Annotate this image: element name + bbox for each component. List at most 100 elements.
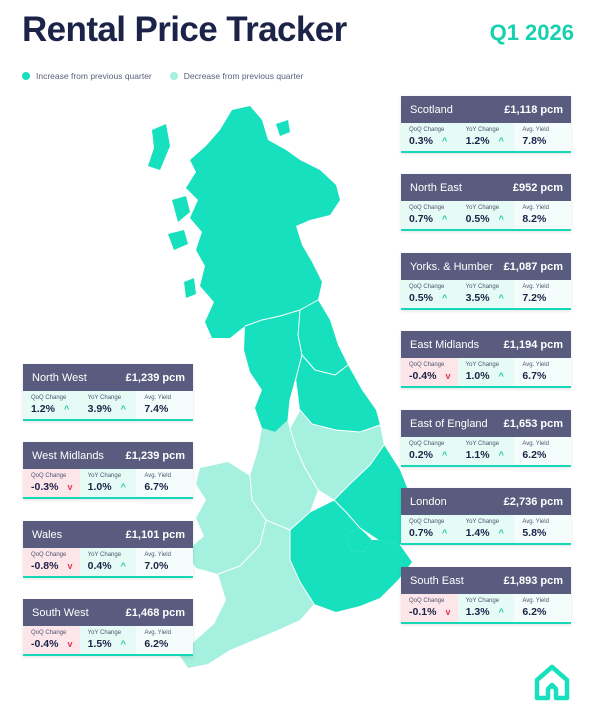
region-card-south-west[interactable]: South West £1,468 pcm QoQ Change -0.4% v … (23, 599, 194, 656)
region-card-scotland[interactable]: Scotland £1,118 pcm QoQ Change 0.3% ^ YoY… (401, 96, 572, 153)
arrow-up-icon: ^ (441, 214, 448, 224)
region-price: £1,893 pcm (503, 574, 563, 587)
card-stats: QoQ Change -0.1% v YoY Change 1.3% ^ Avg. … (401, 594, 572, 624)
region-price: £1,101 pcm (125, 528, 185, 541)
card-header: Scotland £1,118 pcm (401, 96, 571, 123)
qoq-label: QoQ Change (31, 473, 67, 479)
yoy-value: 3.5% (465, 292, 490, 304)
yoy-label: YoY Change (465, 127, 500, 133)
yoy-label: YoY Change (465, 284, 500, 290)
arrow-up-icon: ^ (498, 528, 504, 538)
yoy-label: YoY Change (465, 598, 500, 604)
qoq-value-row: 0.3% ^ (409, 135, 458, 147)
yoy-cell: YoY Change 0.4% ^ (79, 548, 137, 576)
yield-cell: Avg. Yield 6.2% (514, 437, 572, 465)
yoy-value-row: 3.9% ^ (88, 403, 137, 415)
yoy-value-row: 1.5% ^ (88, 638, 137, 650)
arrow-up-icon: ^ (498, 293, 504, 303)
qoq-value: 0.7% (409, 213, 433, 225)
arrow-up-icon: ^ (120, 482, 126, 492)
qoq-label: QoQ Change (409, 284, 445, 290)
yoy-label: YoY Change (87, 630, 122, 636)
arrow-up-icon: ^ (120, 561, 126, 571)
qoq-cell: QoQ Change 0.3% ^ (401, 123, 458, 151)
yoy-value: 1.3% (465, 606, 490, 618)
map-region-london (346, 528, 372, 552)
qoq-value-row: 1.2% ^ (31, 403, 80, 415)
yield-label: Avg. Yield (522, 519, 549, 525)
card-header: East Midlands £1,194 pcm (401, 331, 571, 358)
yoy-value-row: 1.3% ^ (466, 606, 515, 618)
arrow-up-icon: ^ (441, 136, 448, 146)
card-stats: QoQ Change -0.8% v YoY Change 0.4% ^ Avg. … (23, 548, 194, 578)
yoy-value-row: 0.4% ^ (88, 560, 137, 572)
region-card-london[interactable]: London £2,736 pcm QoQ Change 0.7% ^ YoY C… (401, 488, 572, 545)
region-name: London (410, 495, 447, 508)
region-card-south-east[interactable]: South East £1,893 pcm QoQ Change -0.1% v … (401, 567, 572, 624)
region-card-east-midlands[interactable]: East Midlands £1,194 pcm QoQ Change -0.4… (401, 331, 572, 388)
yoy-value: 1.5% (87, 638, 112, 650)
card-stats: QoQ Change 0.7% ^ YoY Change 1.4% ^ Avg. Y… (401, 515, 572, 545)
region-name: East of England (410, 417, 488, 430)
qoq-value-row: 0.7% ^ (409, 527, 458, 539)
qoq-label: QoQ Change (409, 205, 445, 211)
yield-label: Avg. Yield (522, 598, 549, 604)
arrow-up-icon: ^ (498, 607, 504, 617)
yoy-value-row: 3.5% ^ (466, 292, 515, 304)
yoy-value: 1.1% (465, 449, 490, 461)
map-island-hebrides (148, 124, 170, 170)
qoq-value-row: 0.7% ^ (409, 213, 458, 225)
card-stats: QoQ Change 1.2% ^ YoY Change 3.9% ^ Avg. Y… (23, 391, 194, 421)
card-header: North West £1,239 pcm (23, 364, 193, 391)
region-card-west-midlands[interactable]: West Midlands £1,239 pcm QoQ Change -0.3… (23, 442, 194, 499)
yield-label: Avg. Yield (522, 127, 549, 133)
region-card-east-of-england[interactable]: East of England £1,653 pcm QoQ Change 0.… (401, 410, 572, 467)
arrow-up-icon: ^ (498, 371, 504, 381)
card-header: East of England £1,653 pcm (401, 410, 571, 437)
region-name: East Midlands (410, 338, 480, 351)
yoy-value: 1.2% (465, 135, 490, 147)
yoy-cell: YoY Change 3.5% ^ (457, 280, 515, 308)
arrow-up-icon: ^ (498, 136, 504, 146)
qoq-value-row: 0.2% ^ (409, 449, 458, 461)
region-card-north-west[interactable]: North West £1,239 pcm QoQ Change 1.2% ^ Y… (23, 364, 194, 421)
legend-increase: Increase from previous quarter (22, 71, 152, 81)
region-card-wales[interactable]: Wales £1,101 pcm QoQ Change -0.8% v YoY C… (23, 521, 194, 578)
yield-cell: Avg. Yield 5.8% (514, 515, 572, 543)
card-header: Yorks. & Humber £1,087 pcm (401, 253, 571, 280)
yield-cell: Avg. Yield 7.0% (136, 548, 194, 576)
region-price: £2,736 pcm (503, 495, 563, 508)
yield-value: 5.8% (522, 527, 547, 539)
yoy-cell: YoY Change 1.0% ^ (457, 358, 515, 386)
arrow-up-icon: ^ (441, 293, 448, 303)
yield-label: Avg. Yield (144, 473, 171, 479)
map-region-north-east (298, 300, 348, 375)
yoy-value: 3.9% (87, 403, 112, 415)
qoq-value-row: -0.3% v (31, 481, 80, 493)
region-borders (217, 299, 385, 605)
map-region-scotland (186, 106, 340, 338)
qoq-cell: QoQ Change 0.7% ^ (401, 201, 458, 229)
region-card-north-east[interactable]: North East £952 pcm QoQ Change 0.7% ^ YoY… (401, 174, 572, 231)
card-stats: QoQ Change 0.5% ^ YoY Change 3.5% ^ Avg. Y… (401, 280, 572, 310)
yoy-label: YoY Change (465, 519, 500, 525)
region-price: £1,468 pcm (125, 606, 185, 619)
region-name: Scotland (410, 103, 453, 116)
yield-cell: Avg. Yield 6.7% (514, 358, 572, 386)
yoy-label: YoY Change (465, 441, 500, 447)
qoq-value-row: -0.4% v (31, 638, 80, 650)
map-island-mull (168, 230, 188, 250)
yield-value: 7.8% (522, 135, 547, 147)
map-island-orkney (276, 120, 290, 136)
yield-cell: Avg. Yield 7.2% (514, 280, 572, 308)
yield-cell: Avg. Yield 8.2% (514, 201, 572, 229)
region-card-yorks-humber[interactable]: Yorks. & Humber £1,087 pcm QoQ Change 0.… (401, 253, 572, 310)
region-price: £1,653 pcm (503, 417, 563, 430)
house-logo-icon (534, 664, 570, 701)
qoq-value: 0.5% (409, 292, 433, 304)
qoq-value: 1.2% (31, 403, 55, 415)
yoy-value-row: 1.2% ^ (466, 135, 515, 147)
card-header: South East £1,893 pcm (401, 567, 571, 594)
yoy-label: YoY Change (87, 473, 122, 479)
